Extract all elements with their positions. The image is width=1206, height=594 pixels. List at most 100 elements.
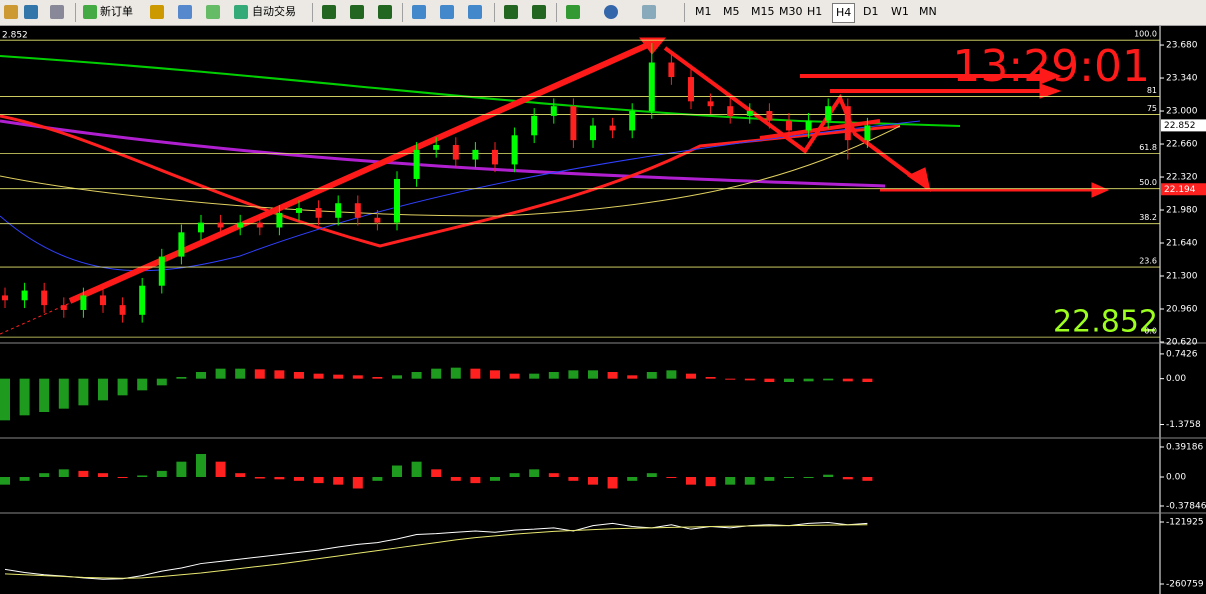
ma-line — [0, 114, 901, 248]
candle-body — [335, 203, 342, 218]
icon — [178, 5, 192, 19]
histogram-bar — [196, 372, 206, 379]
candle-body — [511, 135, 518, 165]
candle-body — [707, 101, 714, 107]
candle-body — [41, 290, 48, 306]
corner-price: 2.852 — [2, 31, 28, 41]
histogram-bar — [431, 368, 442, 379]
icon — [504, 5, 518, 19]
histogram-bar — [784, 476, 794, 478]
histogram-bar — [627, 476, 638, 481]
indicator-line — [4, 524, 868, 579]
histogram-bar — [784, 378, 794, 382]
y-tick-label: 0.00 — [1166, 472, 1186, 482]
period-button[interactable]: M15 — [751, 5, 775, 18]
histogram-bar — [686, 373, 696, 379]
histogram-bar — [117, 378, 128, 396]
candle-body — [296, 208, 302, 213]
y-tick-label: 0.7426 — [1166, 349, 1198, 359]
fib-label: 0.0 — [1144, 327, 1157, 336]
separator — [494, 3, 495, 22]
icon — [566, 5, 580, 19]
separator — [75, 3, 76, 22]
histogram-bar — [176, 377, 187, 379]
histogram-bar — [156, 470, 167, 477]
period-button[interactable]: D1 — [863, 5, 879, 18]
toolbar: 新订单 自动交易 M1 M5 M15 M30 H1 H4 D1 W1 MN — [0, 0, 1206, 26]
new-order-button[interactable]: 新订单 — [100, 5, 133, 18]
period-button[interactable]: MN — [919, 5, 937, 18]
candle-body — [60, 305, 67, 310]
histogram-bar — [666, 370, 677, 379]
period-button[interactable]: M5 — [723, 5, 740, 18]
histogram-bar — [842, 378, 853, 382]
ma-line — [0, 125, 901, 217]
histogram-bar — [411, 461, 422, 477]
icon — [24, 5, 38, 19]
period-button[interactable]: M1 — [695, 5, 712, 18]
candle-body — [766, 111, 773, 121]
candle-body — [100, 295, 106, 306]
histogram-bar — [705, 476, 716, 487]
period-button[interactable]: H1 — [807, 5, 823, 18]
histogram-bar — [627, 375, 638, 379]
y-tick-label: 23.340 — [1166, 74, 1198, 84]
candle-body — [609, 125, 616, 131]
candle-body — [805, 120, 812, 131]
candle-body — [158, 256, 165, 286]
candle-body — [825, 106, 832, 121]
separator — [402, 3, 403, 22]
period-button[interactable]: W1 — [891, 5, 909, 18]
histogram-bar — [98, 378, 108, 401]
candle-body — [139, 285, 146, 315]
arrow-head — [906, 167, 931, 193]
arrow — [663, 46, 920, 183]
histogram-bar — [39, 378, 50, 412]
arrow-head — [639, 37, 667, 55]
icon — [50, 5, 64, 19]
candle-body — [452, 144, 459, 160]
candle-body — [433, 144, 440, 150]
candle-body — [256, 222, 263, 228]
histogram-bar — [254, 369, 265, 379]
histogram-bar — [333, 476, 344, 485]
separator — [556, 3, 557, 22]
arrow — [759, 119, 881, 140]
histogram-bar — [450, 476, 461, 481]
last-price-box — [1161, 119, 1206, 132]
candle-body — [786, 120, 792, 131]
histogram-bar — [196, 454, 206, 477]
histogram-bar — [19, 476, 30, 481]
histogram-bar — [450, 367, 461, 379]
histogram-bar — [392, 375, 402, 379]
histogram-bar — [58, 378, 69, 409]
period-button[interactable]: H4 — [832, 3, 856, 23]
histogram-bar — [764, 378, 775, 382]
histogram-bar — [137, 378, 148, 391]
y-tick-label: 22.660 — [1166, 140, 1198, 150]
histogram-bar — [490, 476, 500, 481]
histogram-bar — [156, 378, 167, 386]
y-tick-label: 20.620 — [1166, 338, 1198, 348]
auto-trading-button[interactable]: 自动交易 — [252, 5, 296, 18]
y-tick-label: 22.320 — [1166, 173, 1198, 183]
candle-body — [2, 295, 8, 301]
candle-body — [119, 305, 126, 315]
histogram-bar — [842, 476, 853, 480]
candle-body — [746, 111, 753, 116]
histogram-bar — [372, 476, 383, 481]
candle-body — [198, 222, 204, 233]
candle-body — [727, 106, 734, 116]
icon — [83, 5, 97, 19]
fib-label: 23.6 — [1139, 257, 1157, 266]
period-button[interactable]: M30 — [779, 5, 803, 18]
fib-label: 81 — [1147, 86, 1157, 95]
histogram-bar — [744, 476, 755, 485]
candle-body — [178, 232, 185, 257]
histogram-bar — [646, 372, 657, 379]
level-price-label: 22.194 — [1164, 185, 1196, 195]
y-tick-label: 0.39186 — [1166, 442, 1203, 452]
icon — [412, 5, 426, 19]
histogram-bar — [529, 469, 540, 477]
histogram-bar — [862, 476, 873, 481]
